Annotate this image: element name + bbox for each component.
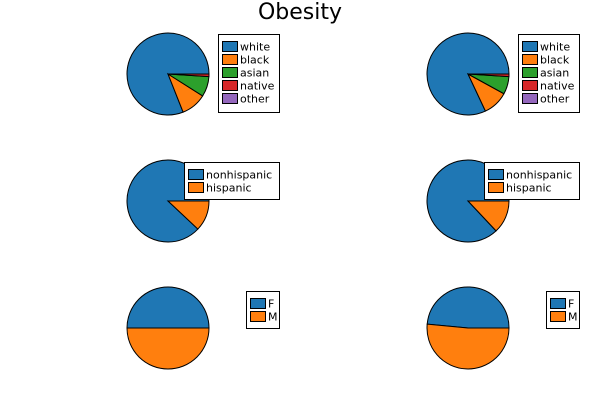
- pie-slice-M: [427, 324, 509, 369]
- pie-chart-5: FM: [127, 287, 280, 369]
- legend-label-white: white: [240, 41, 270, 54]
- legend-swatch-F: [551, 299, 566, 309]
- legend-swatch-M: [551, 312, 566, 322]
- legend-label-M: M: [268, 311, 278, 324]
- legend-swatch-hispanic: [189, 183, 204, 193]
- pie-chart-6: FM: [427, 287, 579, 369]
- legend-label-F: F: [568, 298, 574, 311]
- legend-label-asian: asian: [240, 67, 269, 80]
- legend-label-native: native: [540, 80, 575, 93]
- legend-swatch-F: [251, 299, 266, 309]
- legend-swatch-other: [523, 94, 538, 104]
- legend-swatch-asian: [223, 68, 238, 78]
- legend-swatch-native: [523, 81, 538, 91]
- legend-swatch-native: [223, 81, 238, 91]
- legend-swatch-white: [223, 42, 238, 52]
- legend-label-black: black: [540, 54, 570, 67]
- legend-swatch-other: [223, 94, 238, 104]
- legend-label-asian: asian: [540, 67, 569, 80]
- legend-label-F: F: [268, 298, 274, 311]
- legend-label-nonhispanic: nonhispanic: [506, 169, 572, 182]
- legend: FM: [547, 292, 580, 329]
- legend-swatch-hispanic: [489, 183, 504, 193]
- legend-swatch-nonhispanic: [189, 170, 204, 180]
- legend-swatch-black: [223, 55, 238, 65]
- legend-label-white: white: [540, 41, 570, 54]
- legend-label-other: other: [540, 93, 570, 106]
- pie-slice-F: [127, 287, 209, 328]
- legend-swatch-asian: [523, 68, 538, 78]
- legend-swatch-nonhispanic: [489, 170, 504, 180]
- legend-label-hispanic: hispanic: [506, 182, 552, 195]
- legend-swatch-M: [251, 312, 266, 322]
- legend-swatch-black: [523, 55, 538, 65]
- legend-label-black: black: [240, 54, 270, 67]
- legend-swatch-white: [523, 42, 538, 52]
- pie-slice-M: [127, 328, 209, 369]
- legend-label-hispanic: hispanic: [206, 182, 252, 195]
- legend-label-other: other: [240, 93, 270, 106]
- legend-label-M: M: [568, 311, 578, 324]
- legend-label-nonhispanic: nonhispanic: [206, 169, 272, 182]
- legend: FM: [247, 292, 280, 329]
- legend-label-native: native: [240, 80, 275, 93]
- pie-slice-F: [427, 287, 509, 328]
